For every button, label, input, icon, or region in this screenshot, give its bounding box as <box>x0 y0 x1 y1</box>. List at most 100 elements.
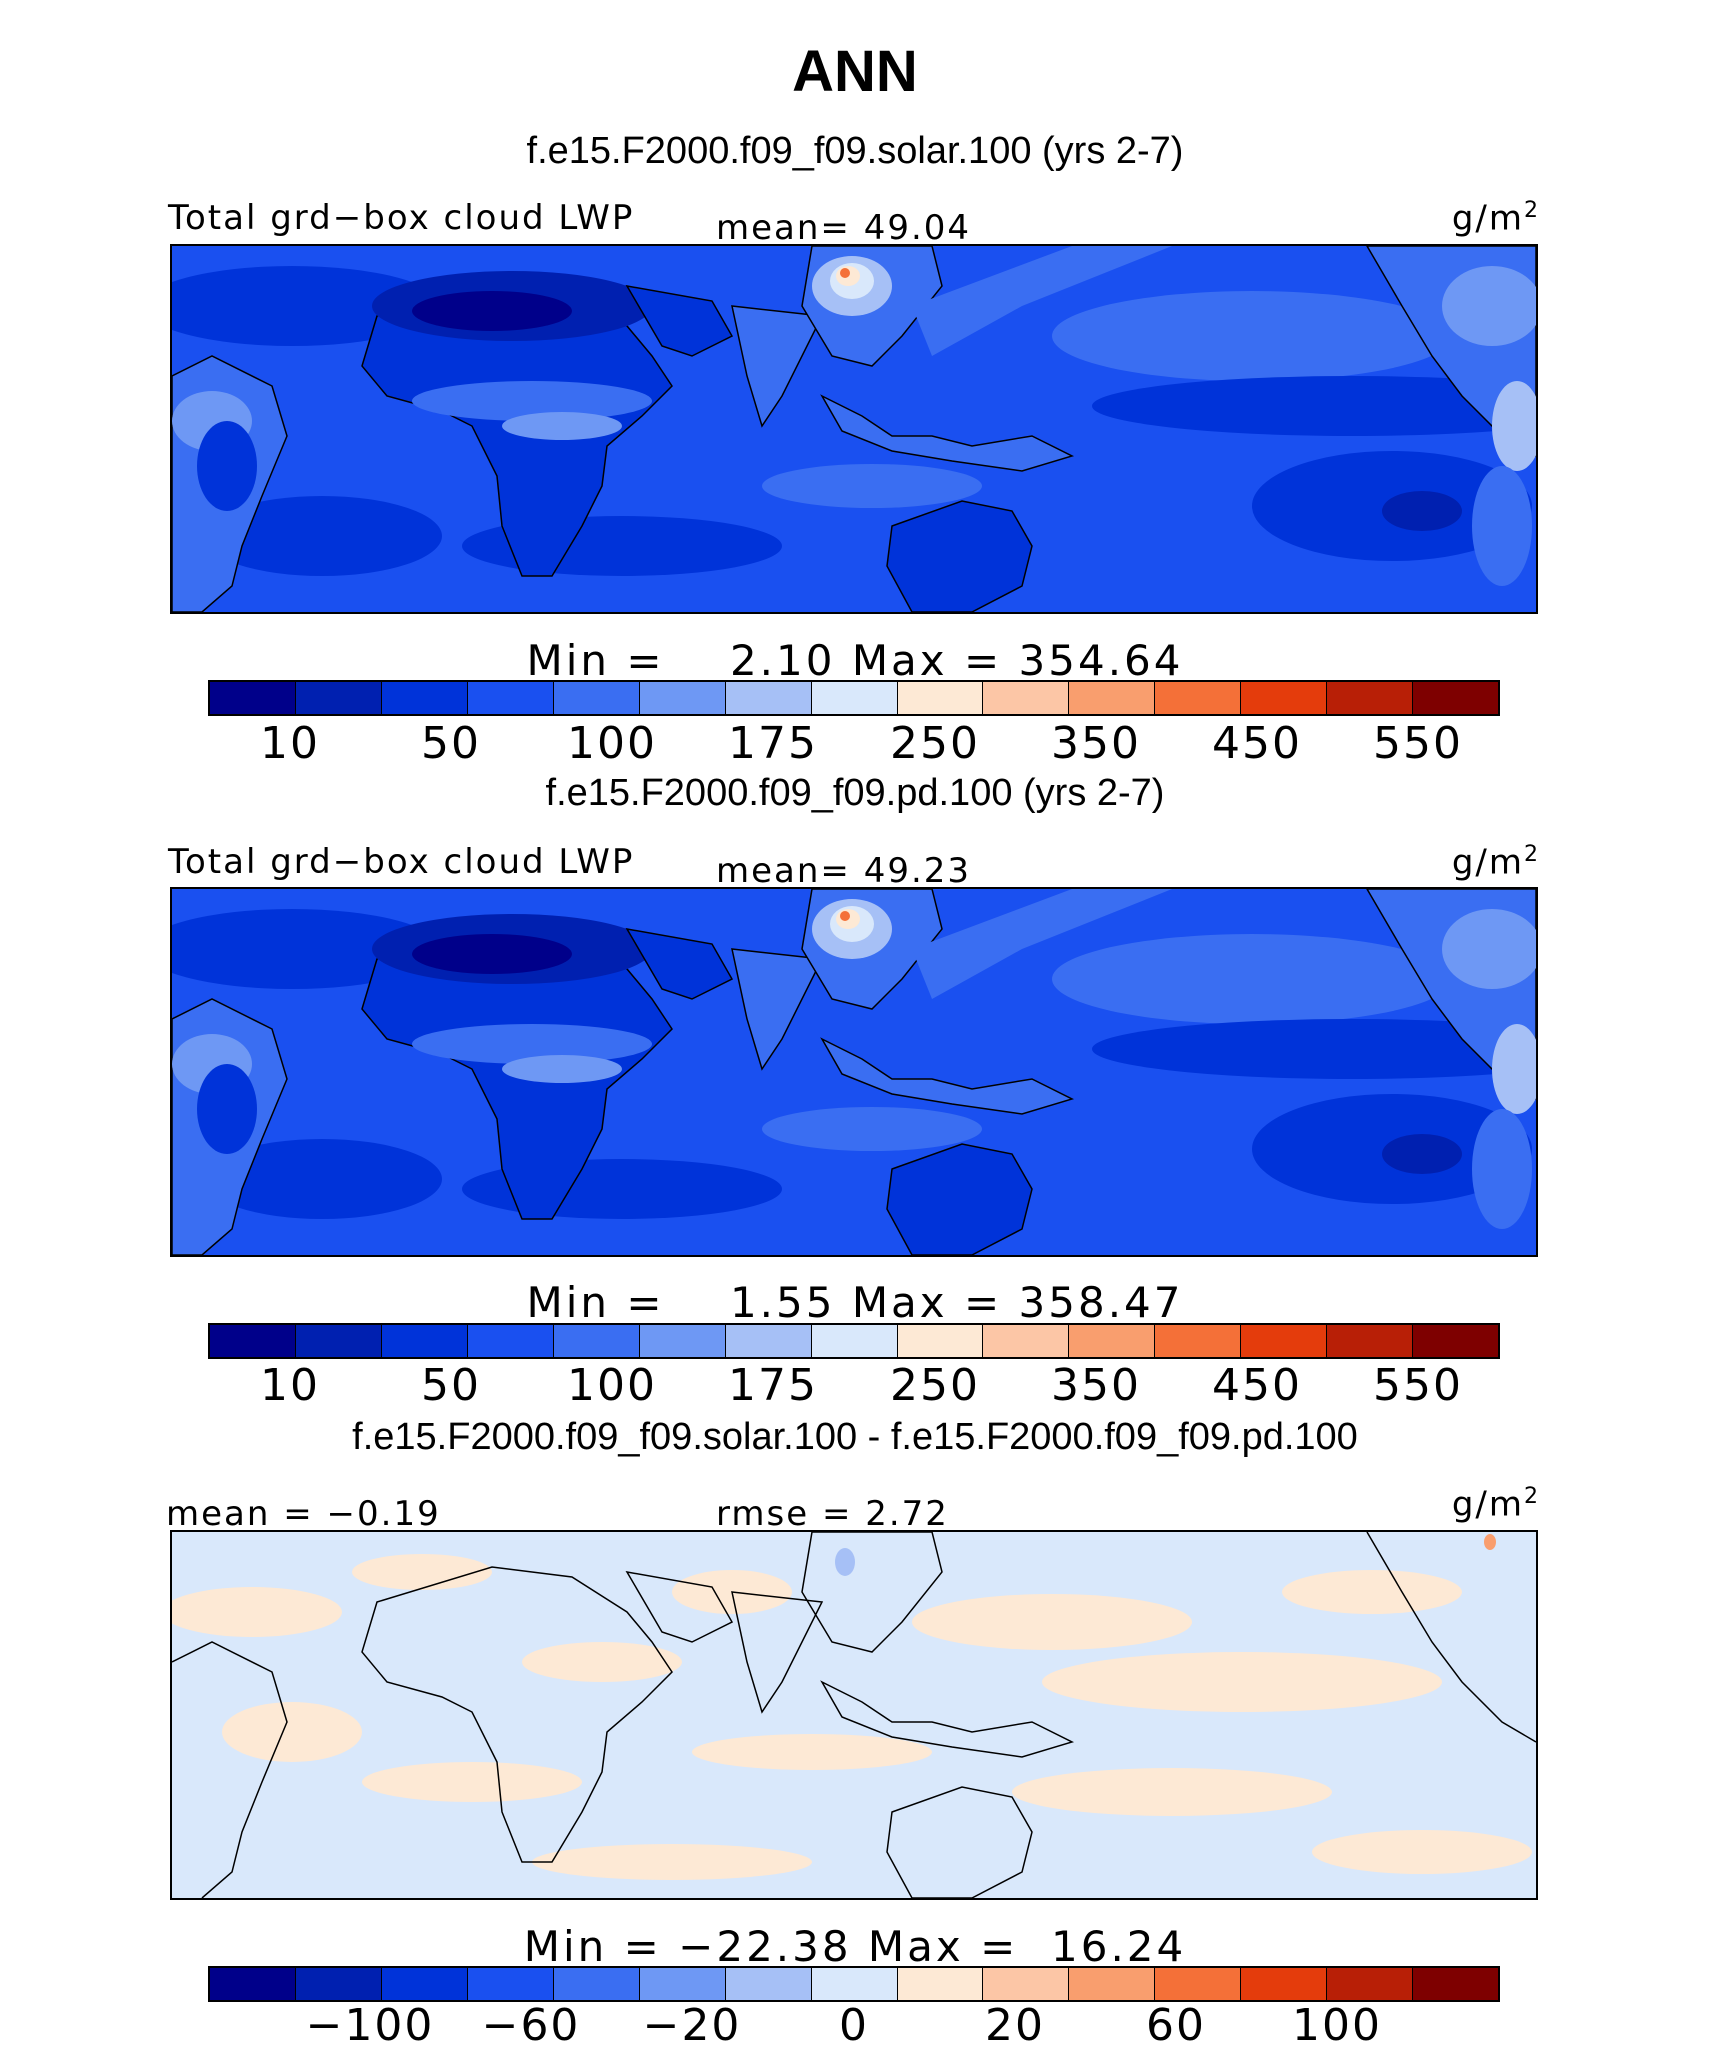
colorbar-cell <box>380 1325 467 1357</box>
arabia-outline <box>625 284 734 357</box>
australia-outline <box>886 1786 1033 1898</box>
panel-1-tick-label: 450 <box>1212 718 1302 769</box>
colorbar-cell <box>982 682 1069 714</box>
colorbar-cell <box>1068 1325 1155 1357</box>
colorbar-cell <box>1326 1968 1413 2000</box>
panel-2-tick-label: 250 <box>890 1360 980 1411</box>
colorbar-cell <box>1068 682 1155 714</box>
panel-1-map <box>170 244 1538 614</box>
australia-outline <box>886 500 1033 612</box>
panel-3-map-svg <box>172 1532 1536 1898</box>
panel-2-map-svg <box>172 889 1536 1255</box>
colorbar-cell <box>1240 1325 1327 1357</box>
panel-3-units: g/m2 <box>1451 1484 1540 1525</box>
panel-2-tick-label: 350 <box>1051 1360 1141 1411</box>
panel-1-map-svg <box>172 246 1536 612</box>
colorbar-cell <box>1412 682 1499 714</box>
australia-outline <box>886 1143 1033 1255</box>
colorbar-cell <box>1326 1325 1413 1357</box>
colorbar-cell <box>1412 1325 1499 1357</box>
panel-2-colorbar <box>208 1323 1500 1359</box>
colorbar-cell <box>724 682 811 714</box>
panel-3-colorbar <box>208 1966 1500 2002</box>
colorbar-cell <box>982 1968 1069 2000</box>
panel-1-mean-label: mean= 49.04 <box>716 208 972 248</box>
panel-2-min-max: Min = 1.55 Max = 358.47 <box>526 1278 1184 1327</box>
east-asia-outline <box>801 1532 943 1653</box>
panel-3-tick-label: −60 <box>481 2000 581 2051</box>
colorbar-cell <box>1412 1968 1499 2000</box>
panel-3-mean-label: mean = −0.19 <box>166 1494 441 1534</box>
colorbar-cell <box>552 1968 639 2000</box>
north-america-outline <box>1366 1532 1536 1743</box>
panel-3-tick-label: 100 <box>1292 2000 1382 2051</box>
colorbar-cell <box>810 682 897 714</box>
panel-1-tick-label: 550 <box>1373 718 1463 769</box>
panel-1-tick-label: 50 <box>421 718 481 769</box>
colorbar-cell <box>210 682 295 714</box>
figure-title: ANN <box>792 39 918 104</box>
panel-3-map <box>170 1530 1538 1900</box>
colorbar-cell <box>1068 1968 1155 2000</box>
colorbar-cell <box>1326 682 1413 714</box>
arabia-outline <box>625 1570 734 1643</box>
colorbar-cell <box>380 682 467 714</box>
colorbar-cell <box>466 1968 553 2000</box>
colorbar-cell <box>552 682 639 714</box>
colorbar-cell <box>210 1968 295 2000</box>
panel-1-tick-label: 350 <box>1051 718 1141 769</box>
colorbar-cell <box>380 1968 467 2000</box>
colorbar-cell <box>896 682 983 714</box>
arabia-outline <box>625 927 734 1000</box>
panel-1-tick-label: 100 <box>567 718 657 769</box>
panel-2-tick-label: 175 <box>728 1360 818 1411</box>
colorbar-cell <box>982 1325 1069 1357</box>
panel-2-tick-label: 450 <box>1212 1360 1302 1411</box>
panel-1-tick-label: 250 <box>890 718 980 769</box>
panel-3-tick-label: 0 <box>839 2000 869 2051</box>
panel-1-min-max: Min = 2.10 Max = 354.64 <box>526 636 1184 685</box>
maritime-continent-outline <box>820 1037 1075 1115</box>
panel-1-subtitle: f.e15.F2000.f09_f09.solar.100 (yrs 2-7) <box>526 130 1184 172</box>
panel-2-map <box>170 887 1538 1257</box>
panel-1-colorbar <box>208 680 1500 716</box>
colorbar-cell <box>466 682 553 714</box>
colorbar-cell <box>810 1325 897 1357</box>
panel-2-tick-label: 550 <box>1373 1360 1463 1411</box>
panel-1-variable-label: Total grd−box cloud LWP <box>168 198 635 238</box>
maritime-continent-outline <box>820 1680 1075 1758</box>
panel-1-units: g/m2 <box>1451 198 1540 239</box>
colorbar-cell <box>724 1325 811 1357</box>
panel-2-subtitle: f.e15.F2000.f09_f09.pd.100 (yrs 2-7) <box>545 772 1165 814</box>
panel-3-subtitle: f.e15.F2000.f09_f09.solar.100 - f.e15.F2… <box>352 1416 1358 1458</box>
colorbar-cell <box>294 1325 381 1357</box>
panel-2-mean-label: mean= 49.23 <box>716 851 972 891</box>
colorbar-cell <box>552 1325 639 1357</box>
maritime-continent-outline <box>820 394 1075 472</box>
panel-3-tick-label: −20 <box>642 2000 742 2051</box>
colorbar-cell <box>724 1968 811 2000</box>
colorbar-cell <box>1240 682 1327 714</box>
panel-2-tick-label: 100 <box>567 1360 657 1411</box>
colorbar-cell <box>294 1968 381 2000</box>
colorbar-cell <box>896 1325 983 1357</box>
colorbar-cell <box>1154 1968 1241 2000</box>
africa-outline <box>361 1566 673 1863</box>
panel-3-tick-label: 60 <box>1146 2000 1206 2051</box>
panel-2-variable-label: Total grd−box cloud LWP <box>168 842 635 882</box>
colorbar-cell <box>1154 682 1241 714</box>
panel-3-tick-label: 20 <box>985 2000 1045 2051</box>
colorbar-cell <box>638 682 725 714</box>
panel-1-tick-label: 10 <box>260 718 320 769</box>
panel-2-tick-label: 10 <box>260 1360 320 1411</box>
colorbar-cell <box>810 1968 897 2000</box>
south-america-outline <box>172 1641 288 1898</box>
panel-3-tick-label: −100 <box>305 2000 435 2051</box>
colorbar-cell <box>1240 1968 1327 2000</box>
panel-2-units: g/m2 <box>1451 842 1540 883</box>
panel-2-tick-label: 50 <box>421 1360 481 1411</box>
colorbar-cell <box>638 1968 725 2000</box>
panel-1-tick-label: 175 <box>728 718 818 769</box>
colorbar-cell <box>638 1325 725 1357</box>
colorbar-cell <box>896 1968 983 2000</box>
